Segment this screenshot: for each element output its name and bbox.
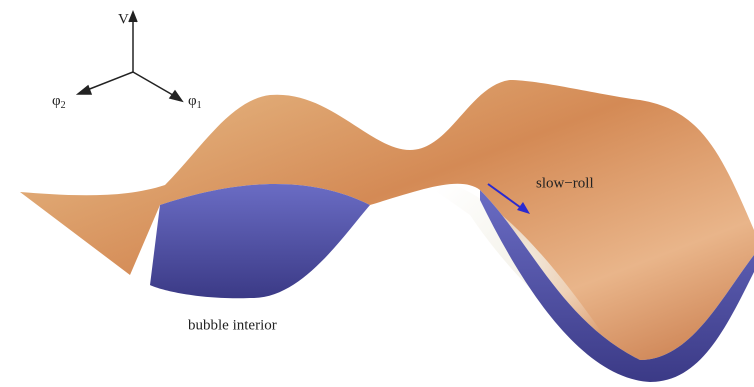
arrowhead xyxy=(78,86,91,94)
surface xyxy=(20,80,754,382)
axes-triad xyxy=(78,12,182,101)
potential-diagram: V φ2 φ1 slow−roll bubble interior xyxy=(0,0,754,387)
axis-label: φ2 xyxy=(52,93,66,111)
label: 1 xyxy=(197,100,202,111)
label: φ xyxy=(188,93,197,109)
label: φ xyxy=(52,93,61,109)
axis-label: V xyxy=(118,11,129,27)
annotation: slow−roll xyxy=(536,175,594,191)
axis-phi1 xyxy=(133,72,178,98)
arrowhead xyxy=(129,12,137,22)
label: 2 xyxy=(61,100,66,111)
surface-top xyxy=(20,80,754,360)
surface-underside-left xyxy=(150,184,370,298)
annotation: bubble interior xyxy=(188,317,277,333)
axis-label: φ1 xyxy=(188,93,202,111)
arrowhead xyxy=(170,91,182,101)
